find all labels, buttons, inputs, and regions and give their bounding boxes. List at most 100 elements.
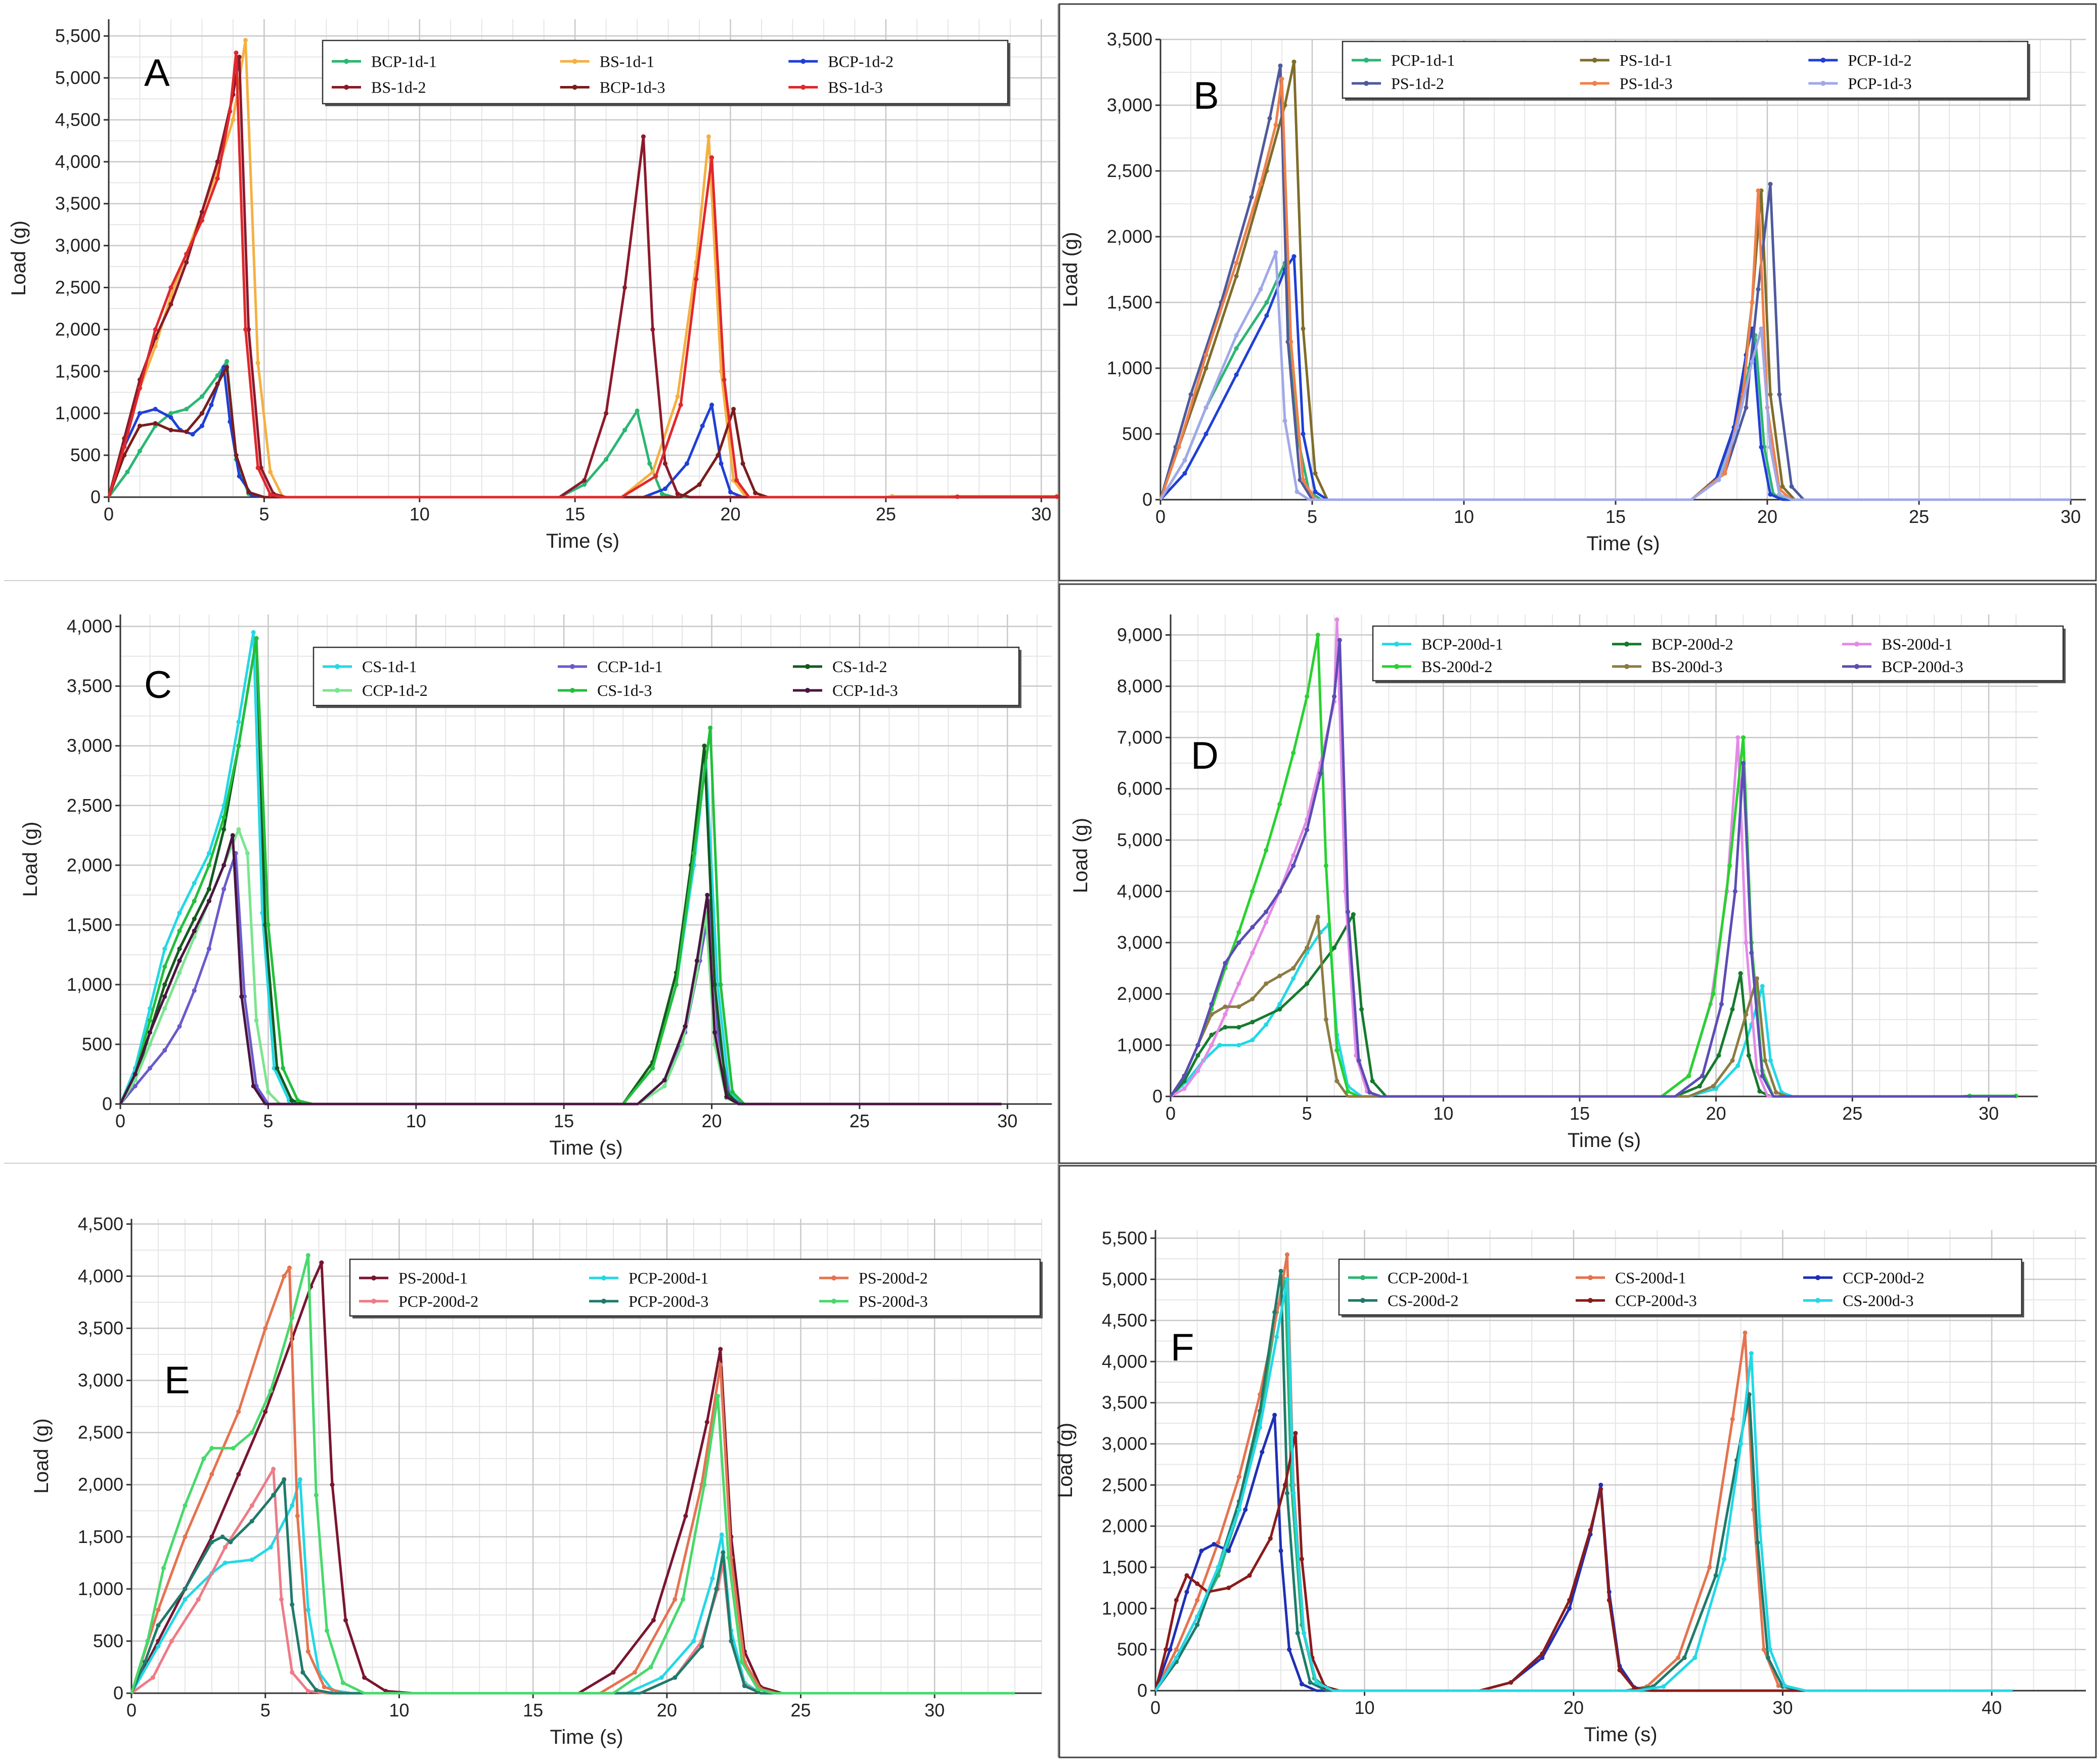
panel-letter: C xyxy=(144,664,172,707)
x-tick-label: 0 xyxy=(1155,506,1166,527)
y-tick-label: 0 xyxy=(1152,1086,1163,1107)
data-point xyxy=(1273,122,1278,127)
data-point xyxy=(1174,1647,1179,1652)
data-point xyxy=(1305,981,1310,986)
data-point xyxy=(726,1555,731,1560)
x-tick-label: 15 xyxy=(523,1700,543,1721)
data-point xyxy=(697,482,702,487)
data-point xyxy=(192,929,197,934)
data-point xyxy=(1780,484,1785,489)
x-tick-label: 5 xyxy=(263,1111,273,1131)
data-point xyxy=(1700,1073,1705,1078)
data-point xyxy=(1236,940,1241,945)
y-tick-label: 2,000 xyxy=(1102,1516,1147,1536)
data-point xyxy=(330,1482,335,1487)
x-axis-label: Time (s) xyxy=(1568,1129,1641,1152)
data-point xyxy=(1768,392,1773,397)
data-point xyxy=(1776,1683,1781,1688)
data-point xyxy=(1755,976,1760,981)
legend-label: PS-1d-1 xyxy=(1620,51,1673,69)
legend-label: CS-200d-3 xyxy=(1843,1291,1913,1309)
data-point xyxy=(1370,1079,1375,1084)
x-tick-label: 25 xyxy=(850,1111,870,1131)
y-tick-label: 3,000 xyxy=(78,1370,123,1391)
data-point xyxy=(1293,1431,1298,1436)
data-point xyxy=(683,1024,688,1029)
legend-label: CCP-200d-3 xyxy=(1615,1291,1697,1309)
data-point xyxy=(245,851,250,856)
x-axis-label: Time (s) xyxy=(549,1137,622,1159)
data-point xyxy=(1258,182,1263,187)
legend-label: PCP-1d-3 xyxy=(1848,74,1911,93)
data-point xyxy=(314,1688,319,1693)
data-point xyxy=(300,1670,305,1675)
series-line xyxy=(1159,251,2071,501)
data-point xyxy=(1313,471,1318,476)
legend-label: PS-200d-3 xyxy=(859,1292,928,1310)
x-tick-label: 25 xyxy=(876,504,896,524)
legend-marker xyxy=(805,688,810,693)
x-tick-label: 0 xyxy=(1150,1697,1160,1718)
y-tick-label: 2,000 xyxy=(55,319,101,339)
data-point xyxy=(1291,751,1296,756)
x-tick-label: 30 xyxy=(1979,1103,1999,1124)
legend-item: CCP-1d-2 xyxy=(323,681,428,699)
data-point xyxy=(243,327,248,332)
data-point xyxy=(1302,1630,1307,1636)
data-point xyxy=(753,491,758,496)
legend-label: BS-200d-3 xyxy=(1651,657,1722,676)
data-point xyxy=(147,1006,152,1011)
data-point xyxy=(206,946,211,951)
data-point xyxy=(215,373,220,378)
data-point xyxy=(305,1689,310,1694)
data-point xyxy=(708,725,713,730)
data-point xyxy=(206,899,211,904)
data-point xyxy=(1716,477,1721,482)
data-point xyxy=(1277,1002,1282,1007)
data-point xyxy=(150,1675,155,1680)
legend-marker xyxy=(601,1298,606,1304)
data-point xyxy=(125,469,130,474)
data-point xyxy=(1174,1598,1179,1603)
series-BCP-200d-3 xyxy=(1169,638,2016,1098)
data-point xyxy=(709,155,715,160)
data-point xyxy=(1236,1004,1241,1009)
series-BCP-200d-2 xyxy=(1170,912,2016,1098)
y-tick-label: 3,000 xyxy=(1102,1433,1147,1454)
data-point xyxy=(271,1492,276,1497)
data-point xyxy=(1250,1020,1255,1025)
data-point xyxy=(1282,1482,1287,1487)
data-point xyxy=(221,815,227,820)
data-point xyxy=(1722,1557,1727,1562)
y-tick-label: 2,000 xyxy=(67,855,112,875)
legend-marker xyxy=(344,84,349,90)
data-point xyxy=(1755,1068,1760,1073)
data-point xyxy=(1789,484,1794,489)
legend-item: PCP-200d-2 xyxy=(359,1292,478,1310)
data-point xyxy=(1264,1022,1269,1027)
data-point xyxy=(684,461,689,466)
data-point xyxy=(1757,1089,1762,1094)
legend-item: BCP-1d-3 xyxy=(560,78,665,97)
data-point xyxy=(1773,1090,1778,1095)
series-BS-200d-3 xyxy=(1169,914,2016,1098)
data-point xyxy=(1273,250,1278,255)
data-point xyxy=(1182,1086,1187,1091)
legend-marker xyxy=(1592,57,1597,63)
legend-marker xyxy=(371,1298,376,1304)
y-tick-label: 1,000 xyxy=(1102,1598,1147,1618)
data-point xyxy=(1743,1330,1748,1335)
data-point xyxy=(1182,458,1187,463)
data-point xyxy=(1176,445,1181,450)
legend-marker xyxy=(601,1275,606,1281)
legend-marker xyxy=(1364,80,1369,86)
data-point xyxy=(1760,1073,1765,1078)
data-point xyxy=(1168,1647,1173,1652)
data-point xyxy=(1195,1614,1200,1619)
x-tick-label: 15 xyxy=(565,504,585,524)
series-line xyxy=(130,1254,1015,1695)
data-point xyxy=(1299,1557,1304,1562)
data-point xyxy=(622,427,627,432)
legend-box xyxy=(313,646,1020,707)
data-point xyxy=(662,1078,667,1083)
